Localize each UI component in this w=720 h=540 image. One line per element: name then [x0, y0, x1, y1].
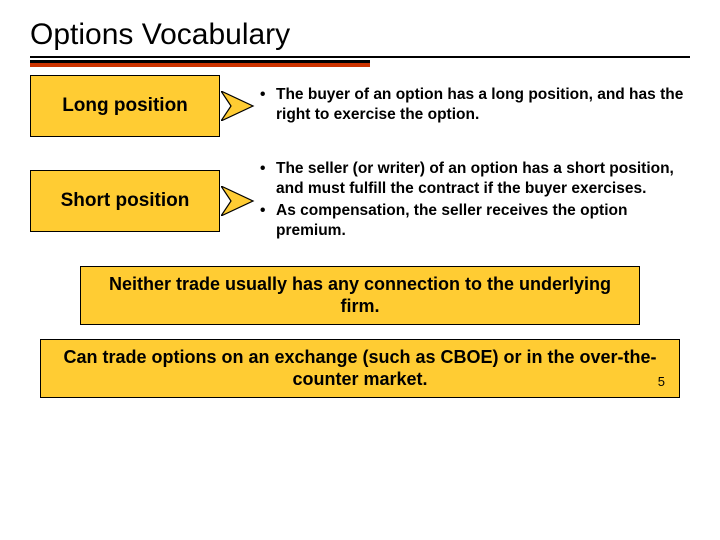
slide: Options Vocabulary Long position The buy… — [0, 0, 720, 540]
bullet-text: The buyer of an option has a long positi… — [258, 85, 690, 125]
pointer-icon — [220, 186, 258, 216]
definition-long: The buyer of an option has a long positi… — [258, 85, 690, 127]
term-label-short: Short position — [61, 190, 190, 212]
definition-short: The seller (or writer) of an option has … — [258, 159, 690, 244]
note-box-1: Neither trade usually has any connection… — [80, 266, 640, 325]
term-label-long: Long position — [62, 95, 188, 117]
page-number: 5 — [658, 374, 665, 390]
term-row-long: Long position The buyer of an option has… — [30, 75, 690, 137]
note-box-2: Can trade options on an exchange (such a… — [40, 339, 680, 398]
title-rule-accent — [30, 60, 370, 67]
term-box-long: Long position — [30, 75, 220, 137]
note-text: Can trade options on an exchange (such a… — [63, 347, 656, 390]
bullet-text: The seller (or writer) of an option has … — [258, 159, 690, 199]
term-box-short: Short position — [30, 170, 220, 232]
slide-title: Options Vocabulary — [30, 18, 690, 52]
title-rule-top — [30, 56, 690, 58]
pointer-icon — [220, 91, 258, 121]
bullet-text: As compensation, the seller receives the… — [258, 201, 690, 241]
note-text: Neither trade usually has any connection… — [109, 274, 611, 317]
term-row-short: Short position The seller (or writer) of… — [30, 159, 690, 244]
